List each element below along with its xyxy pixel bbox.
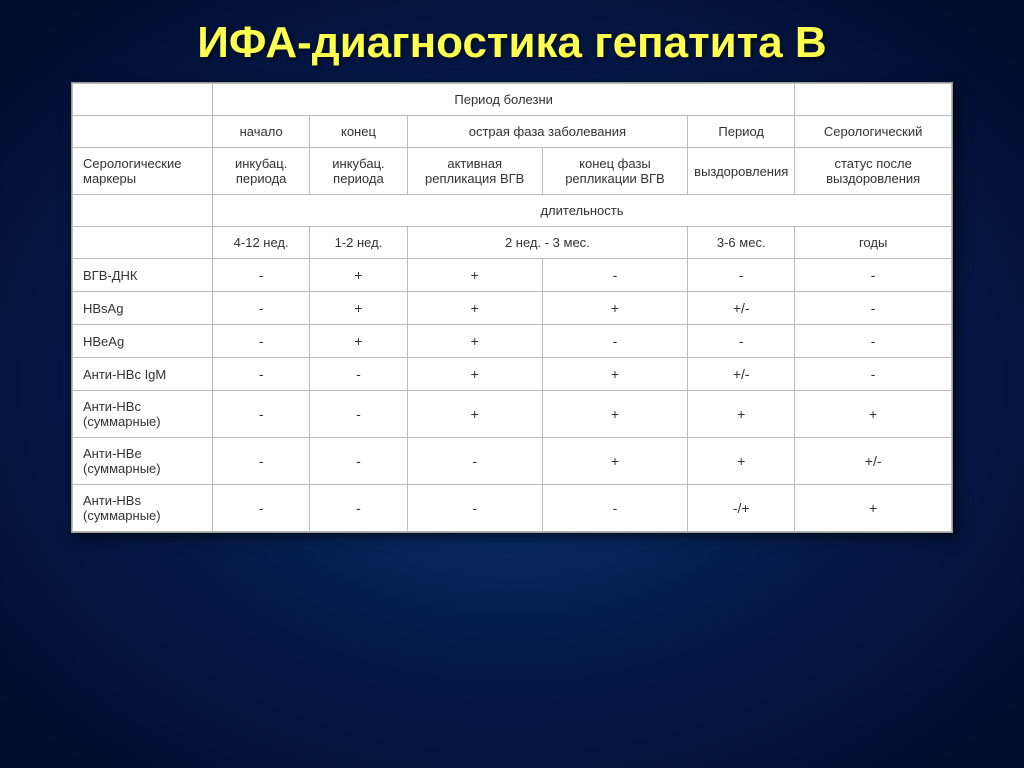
cell: - bbox=[688, 325, 795, 358]
cell: - bbox=[213, 325, 310, 358]
table-wrapper: Период болезни начало конец острая фаза … bbox=[71, 82, 953, 533]
dur-2: 1-2 нед. bbox=[310, 227, 407, 259]
empty-cell bbox=[73, 195, 213, 227]
cell: - bbox=[795, 292, 952, 325]
header-end: конец bbox=[310, 116, 407, 148]
header-acute-phase: острая фаза заболевания bbox=[407, 116, 688, 148]
cell: - bbox=[407, 485, 542, 532]
cell: + bbox=[542, 358, 687, 391]
row-label: Анти-HBc (суммарные) bbox=[73, 391, 213, 438]
cell: - bbox=[213, 358, 310, 391]
cell: -/+ bbox=[688, 485, 795, 532]
cell: + bbox=[310, 259, 407, 292]
cell: + bbox=[688, 391, 795, 438]
row-label: Анти-HBs (суммарные) bbox=[73, 485, 213, 532]
header-incub2: инкубац. периода bbox=[310, 148, 407, 195]
cell: - bbox=[795, 325, 952, 358]
cell: - bbox=[542, 485, 687, 532]
dur-3: 2 нед. - 3 мес. bbox=[407, 227, 688, 259]
row-label: Анти-HBc IgM bbox=[73, 358, 213, 391]
cell: - bbox=[213, 292, 310, 325]
row-label: HBsAg bbox=[73, 292, 213, 325]
dur-5: годы bbox=[795, 227, 952, 259]
table-row: Анти-HBs (суммарные) - - - - -/+ + bbox=[73, 485, 952, 532]
cell: + bbox=[407, 325, 542, 358]
dur-4: 3-6 мес. bbox=[688, 227, 795, 259]
cell: +/- bbox=[688, 358, 795, 391]
cell: - bbox=[213, 485, 310, 532]
cell: + bbox=[407, 358, 542, 391]
diagnostics-table: Период болезни начало конец острая фаза … bbox=[72, 83, 952, 532]
table-row: Анти-HBe (суммарные) - - - + + +/- bbox=[73, 438, 952, 485]
cell: + bbox=[542, 292, 687, 325]
row-label: Анти-HBe (суммарные) bbox=[73, 438, 213, 485]
cell: - bbox=[213, 391, 310, 438]
cell: - bbox=[407, 438, 542, 485]
cell: +/- bbox=[688, 292, 795, 325]
cell: +/- bbox=[795, 438, 952, 485]
header-start: начало bbox=[213, 116, 310, 148]
cell: - bbox=[542, 259, 687, 292]
cell: + bbox=[310, 292, 407, 325]
dur-1: 4-12 нед. bbox=[213, 227, 310, 259]
row-label: HBeAg bbox=[73, 325, 213, 358]
empty-cell bbox=[73, 84, 213, 116]
cell: - bbox=[310, 485, 407, 532]
table-row: HBeAg - + + - - - bbox=[73, 325, 952, 358]
cell: - bbox=[213, 259, 310, 292]
cell: - bbox=[795, 358, 952, 391]
header-serological: Серологический bbox=[795, 116, 952, 148]
cell: + bbox=[310, 325, 407, 358]
header-incub1: инкубац. периода bbox=[213, 148, 310, 195]
cell: - bbox=[310, 391, 407, 438]
table-row: ВГВ-ДНК - + + - - - bbox=[73, 259, 952, 292]
page-title: ИФА-диагностика гепатита В bbox=[197, 18, 826, 68]
header-active-repl: активная репликация ВГВ bbox=[407, 148, 542, 195]
cell: + bbox=[542, 438, 687, 485]
cell: - bbox=[795, 259, 952, 292]
header-duration: длительность bbox=[213, 195, 952, 227]
table-row: HBsAg - + + + +/- - bbox=[73, 292, 952, 325]
header-recovery: выздоровления bbox=[688, 148, 795, 195]
cell: + bbox=[795, 391, 952, 438]
cell: + bbox=[688, 438, 795, 485]
header-status-after: статус после выздоровления bbox=[795, 148, 952, 195]
empty-cell bbox=[795, 84, 952, 116]
cell: + bbox=[795, 485, 952, 532]
row-label: ВГВ-ДНК bbox=[73, 259, 213, 292]
table-row: Анти-HBc IgM - - + + +/- - bbox=[73, 358, 952, 391]
empty-cell bbox=[73, 116, 213, 148]
empty-cell bbox=[73, 227, 213, 259]
cell: + bbox=[407, 391, 542, 438]
header-end-repl: конец фазы репликации ВГВ bbox=[542, 148, 687, 195]
header-sero-markers: Серологические маркеры bbox=[73, 148, 213, 195]
header-period: Период bbox=[688, 116, 795, 148]
table-row: Анти-HBc (суммарные) - - + + + + bbox=[73, 391, 952, 438]
cell: - bbox=[310, 358, 407, 391]
header-period-disease: Период болезни bbox=[213, 84, 795, 116]
cell: - bbox=[542, 325, 687, 358]
cell: - bbox=[213, 438, 310, 485]
cell: + bbox=[542, 391, 687, 438]
cell: - bbox=[688, 259, 795, 292]
cell: + bbox=[407, 292, 542, 325]
cell: + bbox=[407, 259, 542, 292]
cell: - bbox=[310, 438, 407, 485]
